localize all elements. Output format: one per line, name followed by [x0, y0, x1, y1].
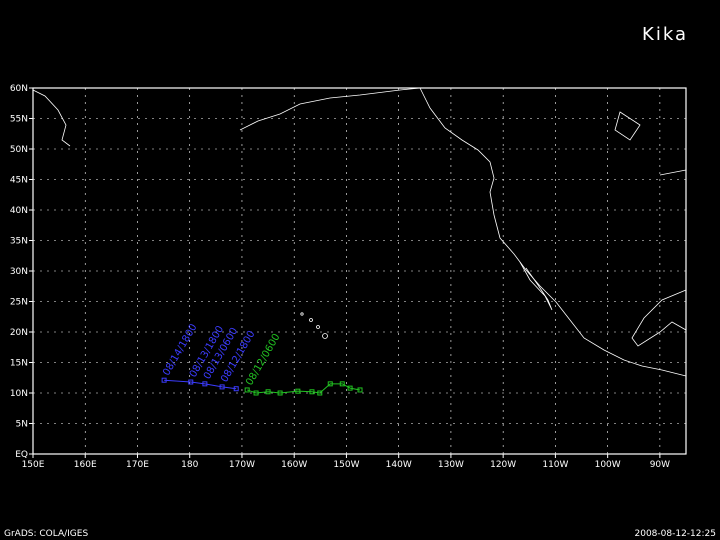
- footer-right: 2008-08-12-12:25: [635, 529, 717, 539]
- track-point: [295, 388, 301, 394]
- x-tick-label: 150E: [22, 460, 45, 470]
- track-point: [309, 389, 315, 395]
- island: [309, 318, 313, 322]
- track-point: [219, 384, 225, 390]
- y-tick-label: 45N: [10, 176, 28, 186]
- track-point: [357, 387, 363, 393]
- coastline: [614, 111, 687, 176]
- y-tick-label: 30N: [10, 267, 28, 277]
- y-tick-label: 50N: [10, 145, 28, 155]
- track-point: [265, 389, 271, 395]
- track-point: [202, 381, 208, 387]
- x-tick-label: 150W: [333, 460, 359, 470]
- track-line: [247, 383, 361, 394]
- y-tick-label: EQ: [15, 450, 28, 460]
- track-point: [327, 381, 333, 387]
- track-point: [253, 390, 259, 396]
- track-point: [161, 377, 167, 383]
- title: Kika: [642, 24, 688, 45]
- track-line: [164, 379, 237, 390]
- island: [316, 325, 320, 329]
- x-tick-label: 120W: [490, 460, 516, 470]
- x-tick-label: 170E: [126, 460, 149, 470]
- coastline: [32, 87, 421, 147]
- x-tick-label: 180: [181, 460, 198, 470]
- y-tick-label: 15N: [10, 359, 28, 369]
- x-tick-label: 90W: [650, 460, 670, 470]
- track-point: [244, 387, 250, 393]
- x-tick-label: 160E: [74, 460, 97, 470]
- footer-left: GrADS: COLA/IGES: [4, 529, 88, 539]
- track-point: [339, 381, 345, 387]
- coastline: [419, 87, 687, 377]
- x-tick-label: 160W: [281, 460, 307, 470]
- island: [322, 333, 328, 339]
- y-tick-label: 25N: [10, 298, 28, 308]
- y-tick-label: 20N: [10, 328, 28, 338]
- coastlines: [32, 87, 687, 377]
- y-tick-label: 40N: [10, 206, 28, 216]
- track-point: [233, 386, 239, 392]
- x-tick-label: 110W: [542, 460, 568, 470]
- y-tick-label: 5N: [16, 420, 28, 430]
- y-tick-label: 60N: [10, 84, 28, 94]
- x-tick-label: 100W: [595, 460, 621, 470]
- y-tick-label: 55N: [10, 115, 28, 125]
- island: [300, 312, 304, 316]
- coastline: [631, 289, 687, 347]
- y-tick-label: 35N: [10, 237, 28, 247]
- x-tick-label: 140W: [386, 460, 412, 470]
- track-point: [317, 390, 323, 396]
- x-tick-label: 170W: [229, 460, 255, 470]
- x-tick-label: 130W: [438, 460, 464, 470]
- map-frame: [32, 87, 687, 455]
- track-point: [277, 390, 283, 396]
- coastline: [519, 261, 553, 311]
- track-point: [347, 385, 353, 391]
- y-tick-label: 10N: [10, 389, 28, 399]
- track-point: [188, 379, 194, 385]
